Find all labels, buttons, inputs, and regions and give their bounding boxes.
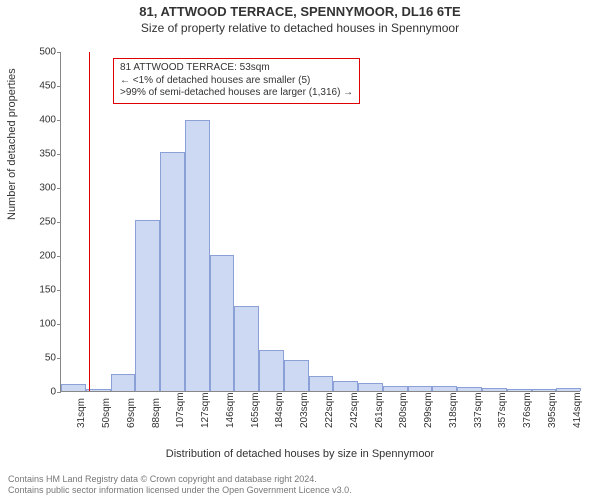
chart-title-sub: Size of property relative to detached ho… (0, 19, 600, 35)
x-tick-label: 280sqm (398, 392, 409, 428)
x-tick-label: 242sqm (349, 392, 360, 428)
histogram-bar (532, 389, 557, 391)
histogram-bar (259, 350, 284, 391)
x-tick-label: 376sqm (522, 392, 533, 428)
x-axis-label: Distribution of detached houses by size … (0, 448, 600, 460)
property-marker-line (89, 52, 90, 391)
x-tick-label: 203sqm (299, 392, 310, 428)
callout-box: 81 ATTWOOD TERRACE: 53sqm ← <1% of detac… (113, 58, 360, 104)
callout-line: >99% of semi-detached houses are larger … (120, 87, 353, 100)
y-tick-label: 300 (16, 183, 56, 194)
chart-title-main: 81, ATTWOOD TERRACE, SPENNYMOOR, DL16 6T… (0, 0, 600, 19)
x-tick-label: 337sqm (473, 392, 484, 428)
y-tick-label: 150 (16, 285, 56, 296)
histogram-bar (111, 374, 136, 391)
histogram-bar (309, 376, 334, 391)
footer-line: Contains HM Land Registry data © Crown c… (8, 474, 352, 485)
callout-line: ← <1% of detached houses are smaller (5) (120, 75, 353, 88)
y-tick-label: 450 (16, 81, 56, 92)
x-tick-label: 50sqm (101, 398, 112, 428)
x-tick-label: 261sqm (374, 392, 385, 428)
histogram-bar (408, 386, 433, 391)
y-tick-label: 0 (16, 387, 56, 398)
histogram-bar (383, 386, 408, 391)
x-tick-label: 69sqm (126, 398, 137, 428)
x-tick-label: 127sqm (200, 392, 211, 428)
x-tick-label: 299sqm (423, 392, 434, 428)
footer-line: Contains public sector information licen… (8, 485, 352, 496)
x-tick-label: 31sqm (76, 398, 87, 428)
y-tick-label: 400 (16, 115, 56, 126)
callout-line: 81 ATTWOOD TERRACE: 53sqm (120, 62, 353, 75)
x-tick-label: 318sqm (448, 392, 459, 428)
histogram-bar (135, 220, 160, 391)
histogram-bar (507, 389, 532, 391)
histogram-bar (482, 388, 507, 391)
y-tick (57, 392, 61, 393)
x-tick-label: 146sqm (225, 392, 236, 428)
histogram-bar (333, 381, 358, 391)
x-tick-label: 88sqm (151, 398, 162, 428)
histogram-bar (457, 387, 482, 391)
histogram-bar (432, 386, 457, 391)
y-tick-label: 250 (16, 217, 56, 228)
histogram-bar (284, 360, 309, 391)
histogram-bar (61, 384, 86, 391)
x-tick-label: 395sqm (547, 392, 558, 428)
x-tick-label: 414sqm (572, 392, 583, 428)
y-tick-label: 500 (16, 47, 56, 58)
footer-attribution: Contains HM Land Registry data © Crown c… (8, 474, 352, 496)
plot-frame: 050100150200250300350400450500 31sqm50sq… (60, 52, 580, 392)
y-tick-label: 50 (16, 353, 56, 364)
x-tick-label: 165sqm (250, 392, 261, 428)
histogram-bar (210, 255, 235, 391)
x-tick-label: 222sqm (324, 392, 335, 428)
y-tick-label: 350 (16, 149, 56, 160)
chart-area: 050100150200250300350400450500 31sqm50sq… (60, 52, 580, 392)
histogram-bar (556, 388, 581, 391)
x-tick-label: 107sqm (175, 392, 186, 428)
x-tick-label: 184sqm (274, 392, 285, 428)
histogram-bar (358, 383, 383, 391)
x-tick-label: 357sqm (497, 392, 508, 428)
histogram-bar (185, 120, 210, 391)
y-tick-label: 200 (16, 251, 56, 262)
y-tick-label: 100 (16, 319, 56, 330)
histogram-bar (160, 152, 185, 391)
y-axis-label: Number of detached properties (6, 68, 18, 220)
histogram-bar (234, 306, 259, 391)
